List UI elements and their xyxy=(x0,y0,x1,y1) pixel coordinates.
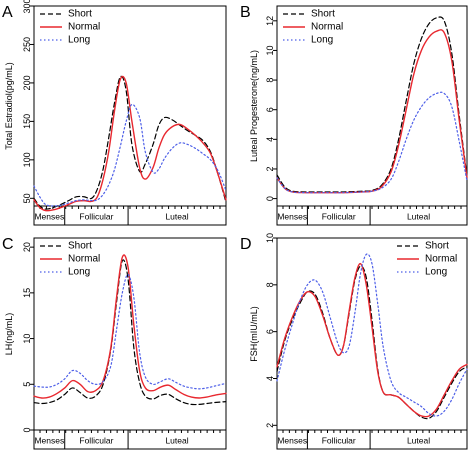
panel-a-phase-label: Follicular xyxy=(79,212,113,222)
panel-c-legend-label-long: Long xyxy=(68,267,90,278)
panel-b-y-tick-label: 8 xyxy=(265,78,275,83)
panel-b-plot-frame xyxy=(276,5,468,207)
panel-d-phase-label: Luteal xyxy=(407,436,430,446)
panel-a-y-tick-label: 200 xyxy=(22,75,32,90)
panel-b-y-tick-label: 4 xyxy=(265,137,275,142)
panel-c-y-tick-label: 20 xyxy=(22,242,32,252)
panel-d-series-short xyxy=(276,265,468,420)
panel-d-legend-label-short: Short xyxy=(425,241,449,252)
panel-b-phase-label: Menses xyxy=(277,212,307,222)
panel-d-legend-label-normal: Normal xyxy=(425,254,457,265)
panel-c-series-short xyxy=(33,259,227,406)
panel-c-legend-label-normal: Normal xyxy=(68,254,100,265)
panel-b-y-tick-label: 2 xyxy=(265,166,275,171)
panel-a-phase-band xyxy=(33,205,227,226)
panel-a-y-tick-label: 100 xyxy=(22,152,32,167)
panel-b-y-axis-label: Luteal Progesterone(ng/mL) xyxy=(249,50,259,162)
panel-b-phase-label: Luteal xyxy=(407,212,430,222)
panel-a: A Total Estradiol(pg/mL) 50 100 150 200 250 300… xyxy=(2,0,227,226)
panel-d-phase-band xyxy=(276,429,468,450)
panel-d-y-tick-label: 2 xyxy=(265,423,275,428)
panel-b-y-tick-label: 12 xyxy=(265,16,275,26)
panel-d-panel-letter: D xyxy=(240,236,252,253)
panel-d: D FSH(mIU/mL) 2 4 6 8 10 Menses Follicular Luteal… xyxy=(240,233,468,450)
panel-a-series-normal xyxy=(33,75,227,212)
panel-c-y-tick-label: 10 xyxy=(22,334,32,344)
panel-c-legend-label-short: Short xyxy=(68,241,92,252)
panel-a-phase-label: Luteal xyxy=(165,212,188,222)
panel-d-y-axis-label: FSH(mIU/mL) xyxy=(249,306,259,362)
panel-b-series-long xyxy=(276,91,468,194)
panel-a-series-long xyxy=(33,103,227,207)
panel-c-phase-label: Follicular xyxy=(79,436,113,446)
panel-a-y-tick-label: 150 xyxy=(22,114,32,129)
panel-c-y-tick-label: 15 xyxy=(22,288,32,298)
panel-d-phase-label: Follicular xyxy=(322,436,356,446)
panel-d-series-long xyxy=(276,253,468,417)
panel-d-y-tick-label: 4 xyxy=(265,376,275,381)
panel-c-series-normal xyxy=(33,254,227,399)
panel-b-series-normal xyxy=(276,29,468,194)
panel-c-phase-band xyxy=(33,429,227,450)
panel-c-phase-label: Menses xyxy=(34,436,64,446)
panel-a-phase-label: Menses xyxy=(34,212,64,222)
panel-b-series-short xyxy=(276,16,468,193)
panel-d-legend-label-long: Long xyxy=(425,267,447,278)
panel-a-y-tick-label: 300 xyxy=(22,0,32,14)
panel-a-panel-letter: A xyxy=(2,4,13,21)
panel-b-phase-label: Follicular xyxy=(322,212,356,222)
panel-b-y-tick-label: 6 xyxy=(265,107,275,112)
panel-a-y-tick-label: 250 xyxy=(22,37,32,52)
panel-d-phase-label: Menses xyxy=(277,436,307,446)
panel-d-series-normal xyxy=(276,263,468,418)
panel-a-legend-label-long: Long xyxy=(68,35,90,46)
panel-a-legend-label-normal: Normal xyxy=(68,22,100,33)
panel-c-plot-frame xyxy=(33,237,227,431)
panel-b: B Luteal Progesterone(ng/mL) 0 2 4 6 8 10 12 Mens… xyxy=(240,4,468,226)
panel-b-y-tick-label: 10 xyxy=(265,45,275,55)
panel-c-panel-letter: C xyxy=(2,236,14,253)
panel-d-y-tick-label: 10 xyxy=(265,233,275,243)
panel-c-y-axis-label: LH(ng/mL) xyxy=(4,313,14,356)
panel-b-phase-band xyxy=(276,205,468,226)
panel-c-phase-label: Luteal xyxy=(165,436,188,446)
panel-c-series-long xyxy=(33,273,227,390)
panel-a-y-axis-label: Total Estradiol(pg/mL) xyxy=(4,62,14,150)
panel-d-y-tick-label: 6 xyxy=(265,329,275,334)
panel-c: C LH(ng/mL) 0 5 10 15 20 Menses Follicular Luteal… xyxy=(2,236,227,450)
panel-a-y-tick-label: 50 xyxy=(22,193,32,203)
panel-a-series-short xyxy=(33,75,227,210)
panel-c-y-tick-label: 0 xyxy=(22,427,32,432)
panel-d-y-tick-label: 8 xyxy=(265,282,275,287)
panel-b-panel-letter: B xyxy=(240,4,251,21)
panel-b-y-tick-label: 0 xyxy=(265,196,275,201)
panel-b-legend-label-long: Long xyxy=(311,35,333,46)
panel-b-legend-label-normal: Normal xyxy=(311,22,343,33)
panel-a-legend-label-short: Short xyxy=(68,9,92,20)
panel-b-legend-label-short: Short xyxy=(311,9,335,20)
panel-c-y-tick-label: 5 xyxy=(22,382,32,387)
